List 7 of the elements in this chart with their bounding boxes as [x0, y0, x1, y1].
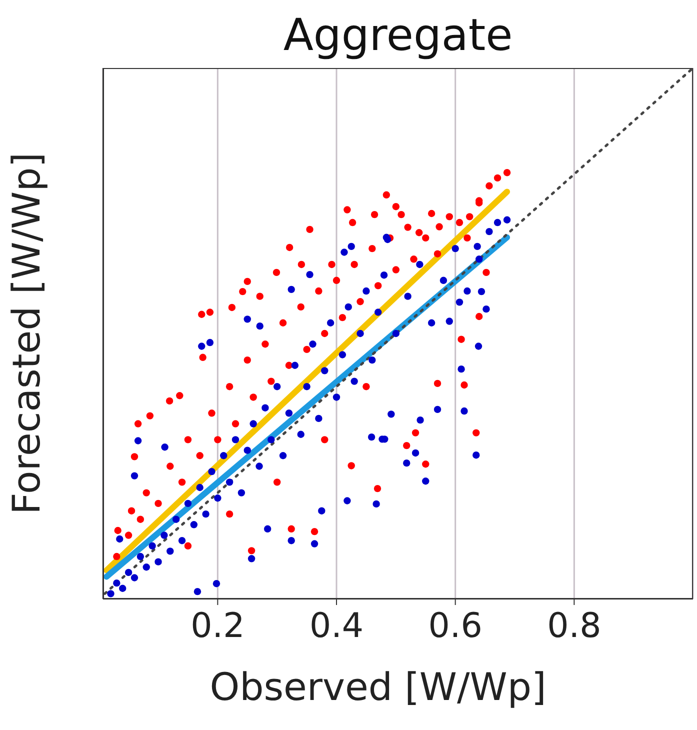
- chart-title: Aggregate: [282, 10, 514, 62]
- x-tick-label: 0.8: [547, 606, 602, 646]
- x-tick-label: 0.6: [428, 606, 482, 646]
- x-tick-label: 0.2: [190, 606, 245, 646]
- x-axis-title: Observed [W/Wp]: [208, 664, 548, 710]
- y-axis-title: Forecasted [W/Wp]: [4, 152, 48, 515]
- x-tick-label: 0.4: [309, 606, 364, 646]
